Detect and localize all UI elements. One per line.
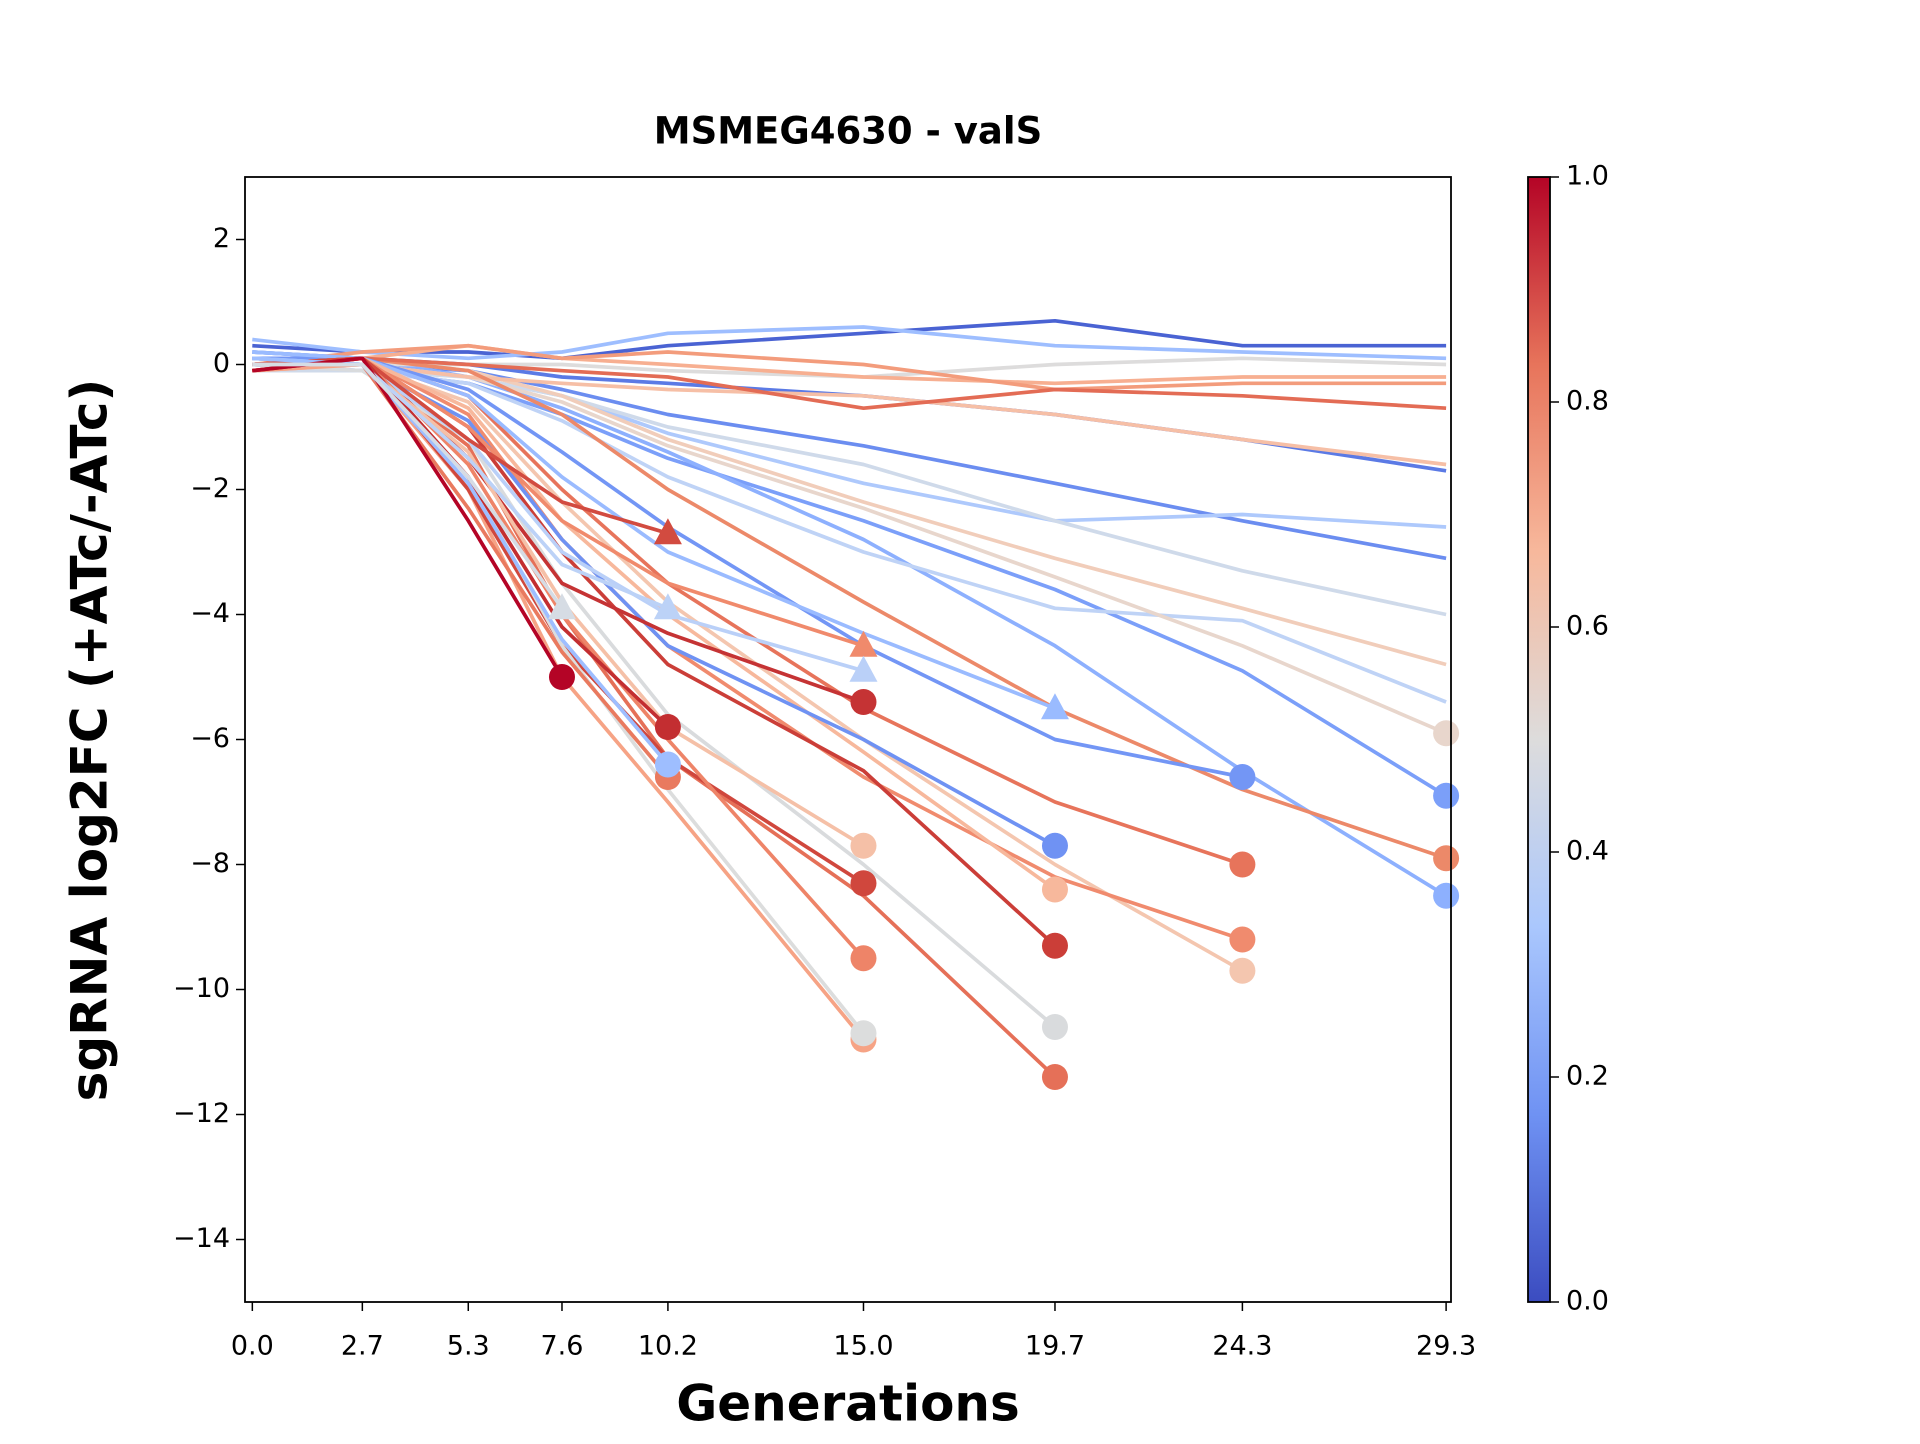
y-tick-label: 2 — [213, 223, 230, 254]
x-tick-label: 19.7 — [1025, 1331, 1085, 1362]
series-line — [252, 356, 1447, 411]
x-tick-label: 15.0 — [833, 1331, 893, 1362]
y-tick-label: 0 — [213, 348, 230, 379]
x-tick-label: 2.7 — [341, 1331, 384, 1362]
end-marker — [1041, 832, 1068, 859]
y-tick-label: −2 — [190, 473, 230, 504]
end-marker — [1229, 764, 1256, 790]
end-marker — [653, 593, 682, 620]
end-marker — [1229, 926, 1256, 953]
x-tick-label: 29.3 — [1416, 1331, 1476, 1362]
colorbar-tick-label: 0.6 — [1566, 611, 1609, 642]
series-line — [252, 356, 1447, 561]
series-line — [252, 362, 865, 1035]
colorbar-tick-label: 0.4 — [1566, 836, 1609, 867]
colorbar-tick-label: 1.0 — [1566, 161, 1609, 192]
end-marker — [548, 664, 575, 690]
series-line — [252, 356, 1243, 942]
end-marker — [1433, 720, 1460, 747]
series-line — [252, 356, 1447, 379]
end-marker — [653, 518, 682, 545]
x-tick-label: 7.6 — [541, 1331, 584, 1362]
series-line — [252, 318, 1447, 361]
y-tick-label: −8 — [190, 848, 230, 879]
series-line — [252, 343, 1447, 386]
series-line — [252, 368, 1447, 617]
end-marker — [850, 689, 877, 715]
end-marker — [1433, 782, 1460, 809]
end-marker — [1041, 1064, 1068, 1090]
x-tick-label: 0.0 — [231, 1331, 274, 1362]
colorbar-tick-label: 0.0 — [1566, 1286, 1609, 1317]
x-tick-label: 10.2 — [638, 1331, 698, 1362]
series-line — [252, 356, 669, 536]
end-marker — [850, 1020, 877, 1047]
series-line — [252, 362, 564, 610]
end-marker — [1040, 693, 1069, 720]
series-line — [252, 362, 865, 1041]
end-marker — [850, 832, 877, 859]
end-marker — [1433, 845, 1460, 872]
series-line — [252, 356, 1447, 861]
x-tick-label: 5.3 — [447, 1331, 490, 1362]
end-marker — [654, 714, 681, 740]
y-tick-label: −6 — [190, 723, 230, 754]
series-line — [252, 362, 1057, 1029]
plot-frame — [244, 176, 1452, 1303]
end-marker — [547, 593, 576, 620]
y-axis-label: sgRNA log2FC (+ATc/-ATc) — [61, 379, 119, 1102]
colorbar — [1527, 176, 1551, 1303]
x-tick-label: 24.3 — [1212, 1331, 1272, 1362]
y-tick-label: −14 — [173, 1223, 230, 1254]
end-marker — [1229, 851, 1256, 878]
plot-lines — [252, 318, 1460, 1090]
colorbar-tick-label: 0.2 — [1566, 1061, 1609, 1092]
y-tick-label: −12 — [173, 1098, 230, 1129]
end-marker — [1041, 932, 1068, 959]
end-marker — [850, 945, 877, 972]
end-marker — [850, 870, 877, 897]
y-tick-label: −4 — [190, 598, 230, 629]
end-marker — [849, 630, 878, 657]
end-marker — [1041, 876, 1068, 903]
x-axis-label: Generations — [676, 1375, 1020, 1433]
end-marker — [1229, 957, 1256, 984]
end-marker — [1433, 882, 1460, 909]
series-line — [252, 343, 1447, 392]
colorbar-tick-label: 0.8 — [1566, 386, 1609, 417]
y-tick-label: −10 — [173, 973, 230, 1004]
end-marker — [849, 655, 878, 682]
end-marker — [1041, 1014, 1068, 1040]
chart-title: MSMEG4630 - valS — [654, 110, 1042, 153]
end-marker — [654, 751, 681, 778]
